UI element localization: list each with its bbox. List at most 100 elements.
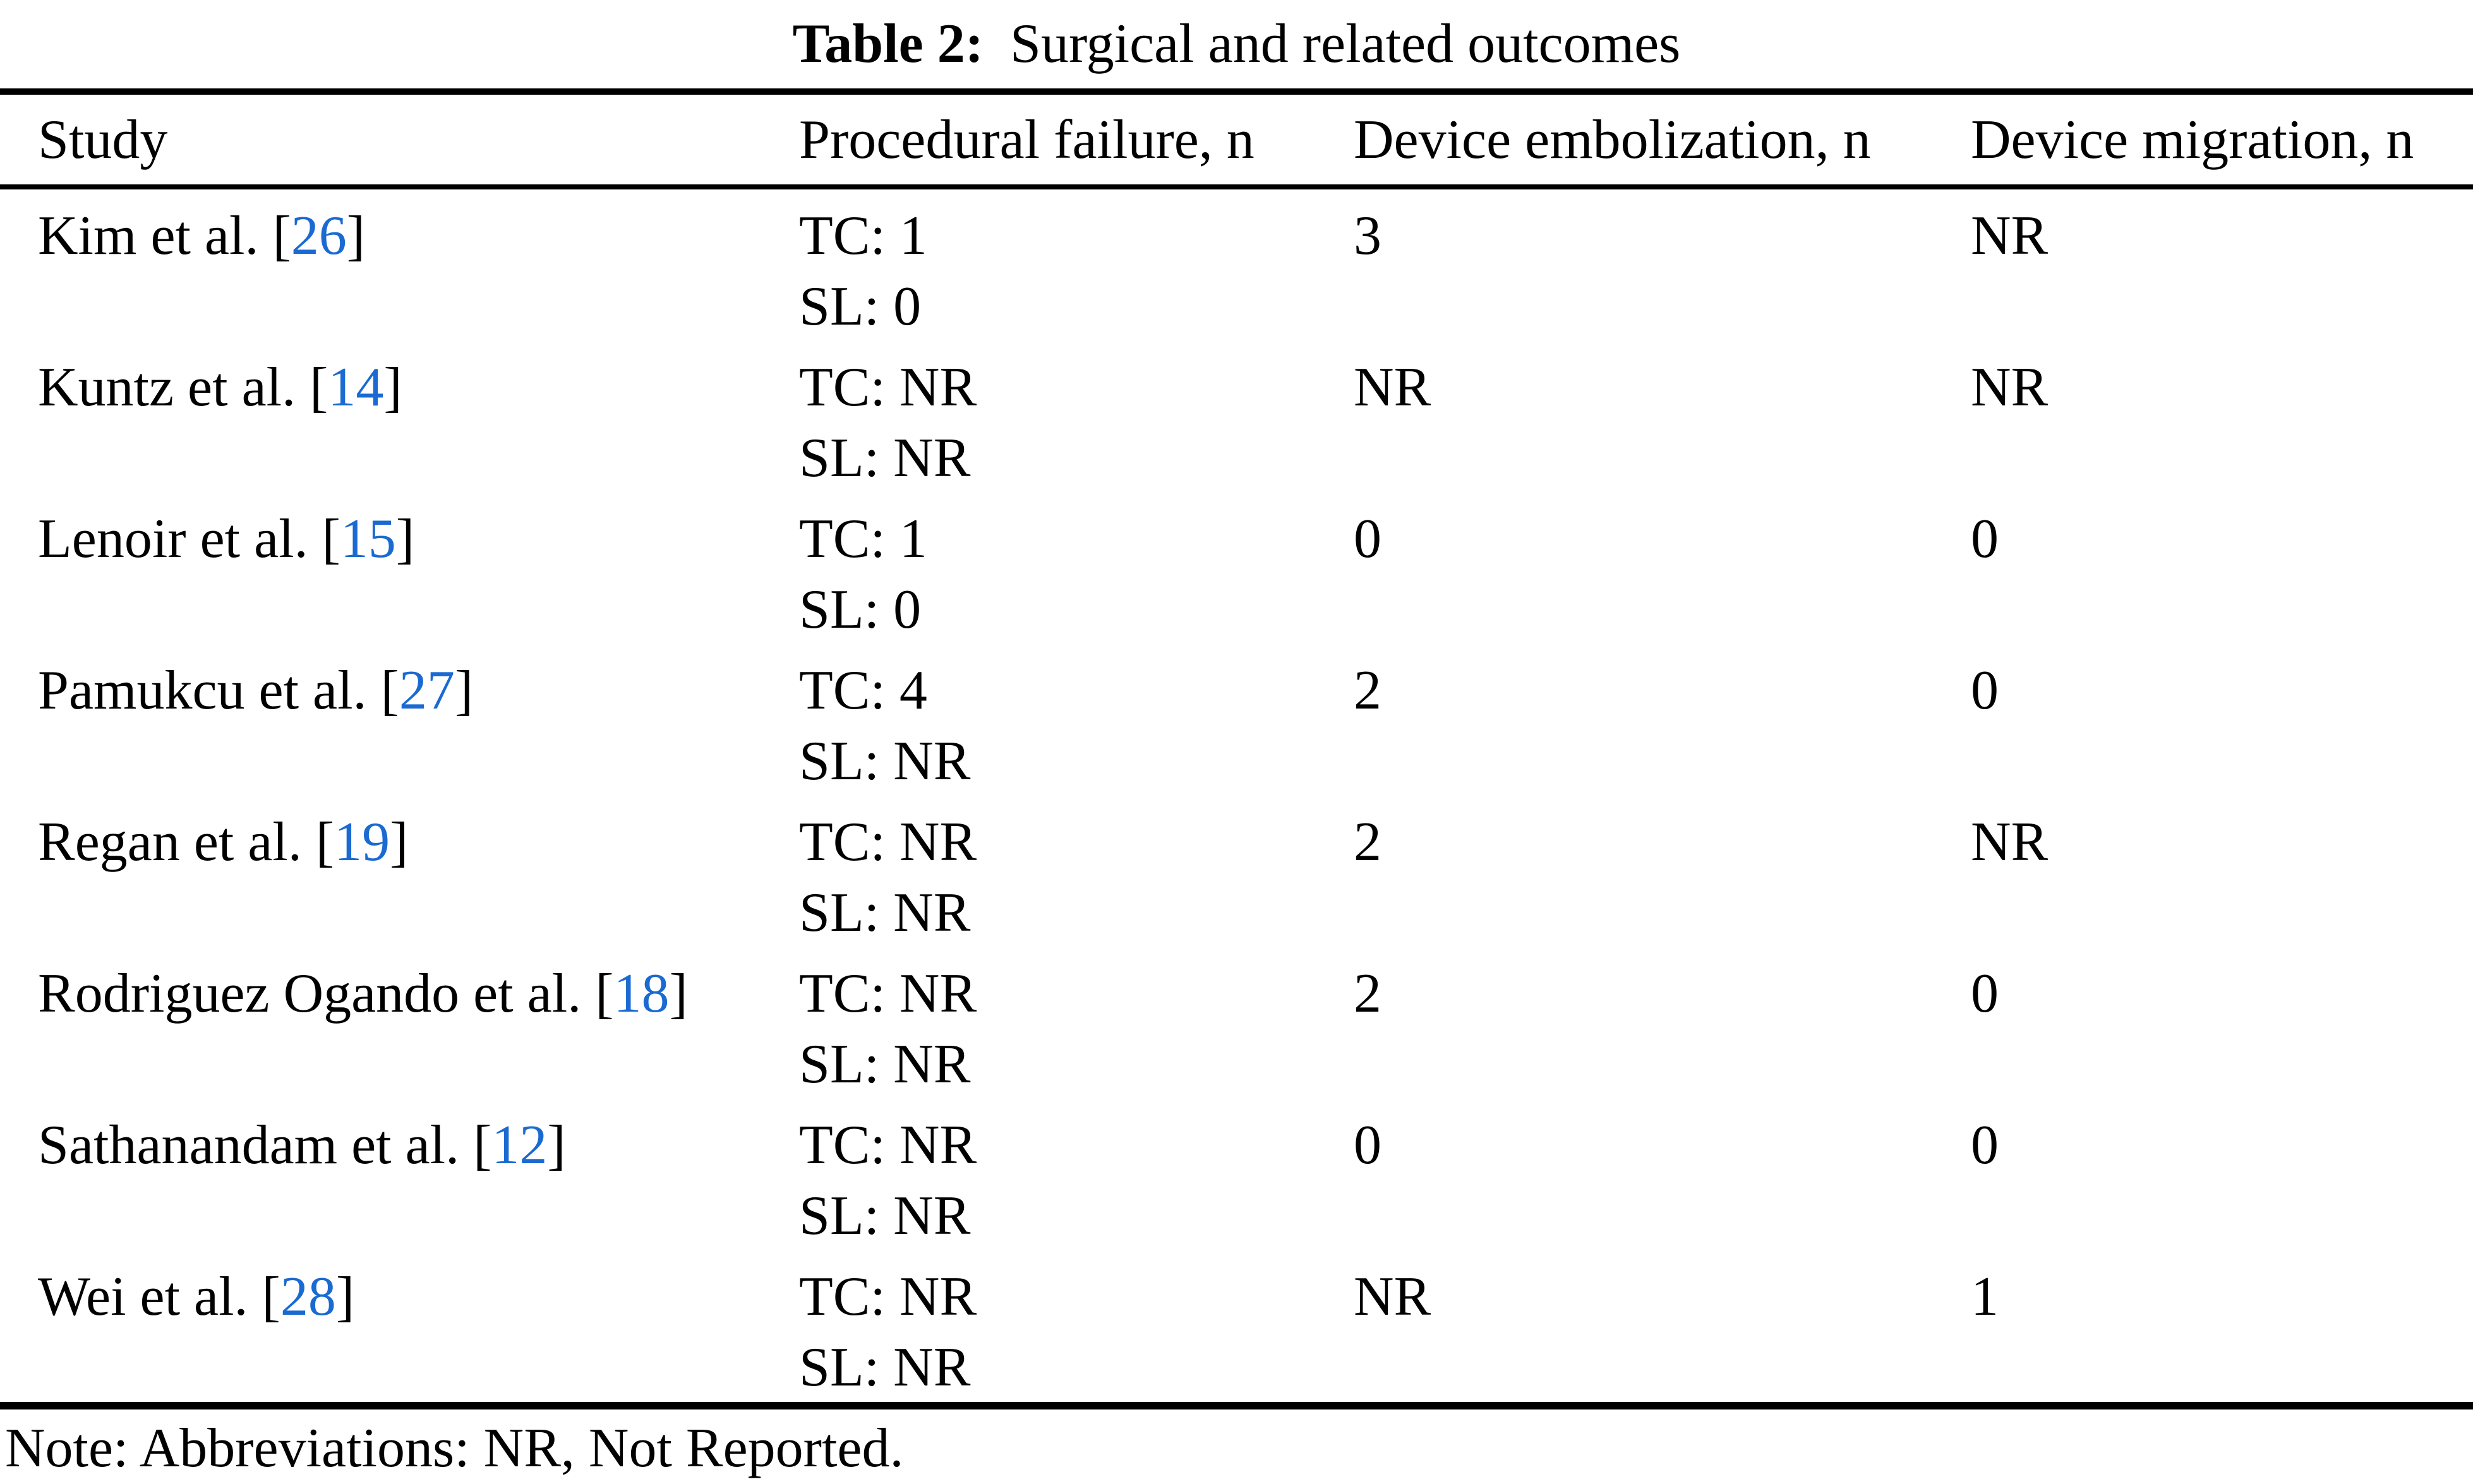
ref-bracket-close: ]: [454, 660, 474, 721]
tc-line: TC: 4: [799, 660, 927, 721]
table-caption-text: Surgical and related outcomes: [1010, 13, 1681, 75]
ref-bracket-close: ]: [669, 963, 688, 1024]
migration-cell: NR: [1971, 205, 2049, 266]
reference-link[interactable]: 26: [291, 205, 347, 266]
study-name: Regan et al.: [38, 811, 316, 873]
migration-cell: 0: [1971, 963, 1999, 1024]
ref-bracket-open: [: [322, 508, 340, 570]
procedural-failure-cell: TC: NR SL: NR: [799, 959, 1354, 1100]
reference-link[interactable]: 19: [334, 811, 390, 873]
study-name: Wei et al.: [38, 1266, 262, 1327]
embolization-cell: 0: [1354, 508, 1381, 570]
study-cell: Kuntz et al. [14]: [38, 352, 799, 494]
ref-bracket-open: [: [310, 357, 328, 418]
embolization-cell: 2: [1354, 660, 1381, 721]
embolization-cell: 3: [1354, 205, 1381, 266]
procedural-failure-cell: TC: NR SL: NR: [799, 352, 1354, 494]
ref-bracket-open: [: [262, 1266, 280, 1327]
ref-bracket-open: [: [380, 660, 399, 721]
procedural-failure-cell: TC: NR SL: NR: [799, 807, 1354, 948]
embolization-cell: 2: [1354, 811, 1381, 873]
table-body: Kim et al. [26] TC: 1 SL: 0 3 NR Kuntz e…: [0, 189, 2473, 1409]
procedural-failure-cell: TC: NR SL: NR: [799, 1110, 1354, 1252]
embolization-cell: 2: [1354, 963, 1381, 1024]
ref-bracket-open: [: [595, 963, 614, 1024]
table-row: Kuntz et al. [14] TC: NR SL: NR NR NR: [0, 341, 2473, 493]
study-cell: Pamukcu et al. [27]: [38, 655, 799, 797]
ref-bracket-open: [: [315, 811, 335, 873]
reference-link[interactable]: 14: [328, 357, 384, 418]
reference-link[interactable]: 12: [491, 1115, 548, 1176]
migration-cell: 0: [1971, 660, 1999, 721]
embolization-cell: NR: [1354, 357, 1431, 418]
ref-bracket-close: ]: [335, 1266, 355, 1327]
reference-link[interactable]: 27: [399, 660, 455, 721]
sl-line: SL: 0: [799, 579, 922, 640]
column-header-study: Study: [38, 109, 168, 171]
ref-bracket-close: ]: [395, 508, 415, 570]
embolization-cell: NR: [1354, 1266, 1431, 1327]
table-row: Pamukcu et al. [27] TC: 4 SL: NR 2 0: [0, 644, 2473, 796]
ref-bracket-close: ]: [346, 205, 366, 266]
procedural-failure-cell: TC: 1 SL: 0: [799, 504, 1354, 645]
sl-line: SL: NR: [799, 1337, 971, 1398]
sl-line: SL: NR: [799, 731, 971, 792]
study-name: Sathanandam et al.: [38, 1115, 474, 1176]
tc-line: TC: 1: [799, 205, 927, 266]
study-cell: Lenoir et al. [15]: [38, 504, 799, 645]
migration-cell: 0: [1971, 508, 1999, 570]
sl-line: SL: 0: [799, 276, 922, 337]
sl-line: SL: NR: [799, 428, 971, 489]
sl-line: SL: NR: [799, 882, 971, 943]
column-header-device-migration: Device migration, n: [1971, 109, 2414, 171]
table-row: Wei et al. [28] TC: NR SL: NR NR 1: [0, 1250, 2473, 1402]
study-name: Lenoir et al.: [38, 508, 322, 570]
table-row: Rodriguez Ogando et al. [18] TC: NR SL: …: [0, 947, 2473, 1099]
column-header-procedural-failure: Procedural failure, n: [799, 109, 1255, 171]
reference-link[interactable]: 15: [340, 508, 396, 570]
table-row: Kim et al. [26] TC: 1 SL: 0 3 NR: [0, 189, 2473, 341]
tc-line: TC: NR: [799, 1115, 977, 1176]
reference-link[interactable]: 28: [280, 1266, 336, 1327]
tc-line: TC: NR: [799, 811, 977, 873]
migration-cell: NR: [1971, 357, 2049, 418]
tc-line: TC: NR: [799, 357, 977, 418]
migration-cell: 1: [1971, 1266, 1999, 1327]
table-row: Sathanandam et al. [12] TC: NR SL: NR 0 …: [0, 1099, 2473, 1250]
tc-line: TC: NR: [799, 963, 977, 1024]
study-name: Kim et al.: [38, 205, 273, 266]
embolization-cell: 0: [1354, 1115, 1381, 1176]
table-row: Lenoir et al. [15] TC: 1 SL: 0 0 0: [0, 493, 2473, 644]
ref-bracket-close: ]: [390, 811, 409, 873]
ref-bracket-open: [: [272, 205, 291, 266]
migration-cell: NR: [1971, 811, 2049, 873]
study-cell: Sathanandam et al. [12]: [38, 1110, 799, 1252]
reference-link[interactable]: 18: [613, 963, 670, 1024]
tc-line: TC: 1: [799, 508, 927, 570]
ref-bracket-close: ]: [383, 357, 402, 418]
study-name: Rodriguez Ogando et al.: [38, 963, 596, 1024]
table-row: Regan et al. [19] TC: NR SL: NR 2 NR: [0, 796, 2473, 947]
sl-line: SL: NR: [799, 1034, 971, 1095]
procedural-failure-cell: TC: 4 SL: NR: [799, 655, 1354, 797]
table-caption: Table 2: Surgical and related outcomes: [0, 9, 2473, 80]
ref-bracket-open: [: [473, 1115, 492, 1176]
table-caption-label: Table 2:: [792, 13, 984, 75]
procedural-failure-cell: TC: NR SL: NR: [799, 1262, 1354, 1403]
study-cell: Kim et al. [26]: [38, 201, 799, 342]
tc-line: TC: NR: [799, 1266, 977, 1327]
study-cell: Rodriguez Ogando et al. [18]: [38, 959, 799, 1100]
study-cell: Regan et al. [19]: [38, 807, 799, 948]
study-name: Pamukcu et al.: [38, 660, 381, 721]
table-footnote: Note: Abbreviations: NR, Not Reported.: [5, 1418, 904, 1479]
procedural-failure-cell: TC: 1 SL: 0: [799, 201, 1354, 342]
migration-cell: 0: [1971, 1115, 1999, 1176]
table-header-row: Study Procedural failure, n Device embol…: [0, 88, 2473, 189]
sl-line: SL: NR: [799, 1185, 971, 1247]
column-header-device-embolization: Device embolization, n: [1354, 109, 1871, 171]
study-name: Kuntz et al.: [38, 357, 310, 418]
study-cell: Wei et al. [28]: [38, 1262, 799, 1403]
ref-bracket-close: ]: [547, 1115, 566, 1176]
outcomes-table: Study Procedural failure, n Device embol…: [0, 88, 2473, 1409]
